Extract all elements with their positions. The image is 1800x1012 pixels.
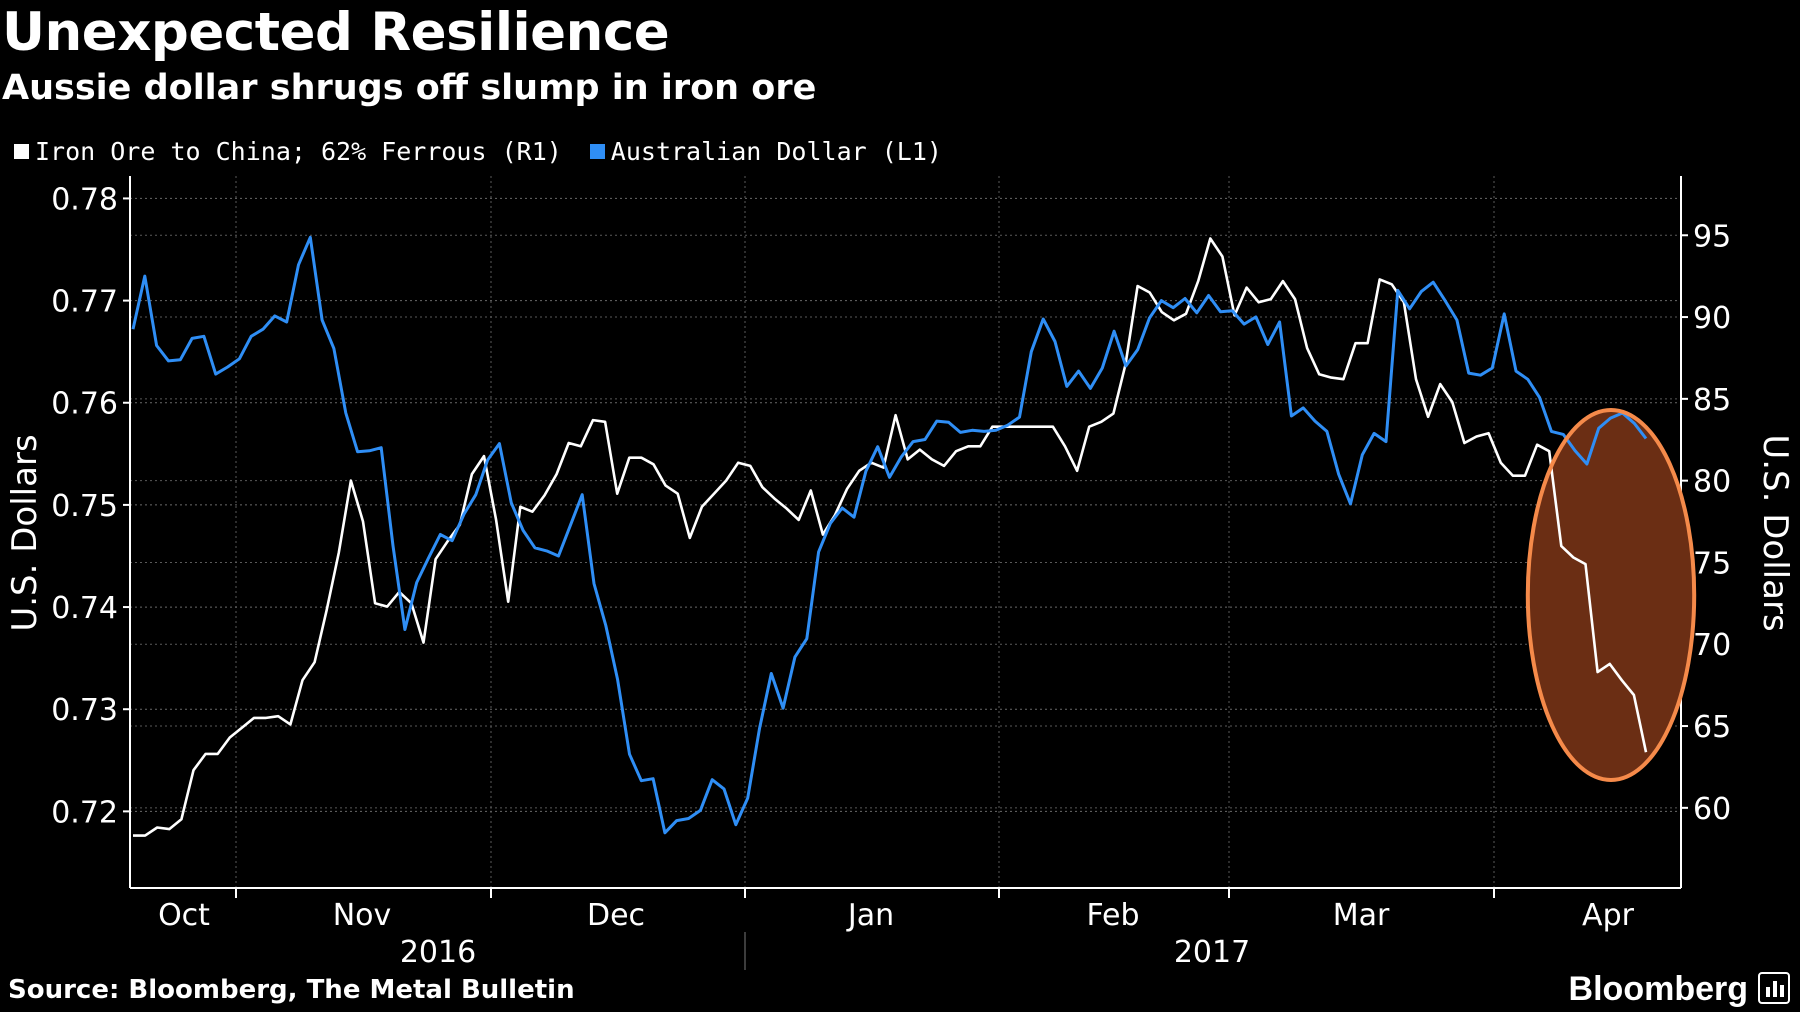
legend-item-iron-ore: Iron Ore to China; 62% Ferrous (R1) <box>14 137 562 166</box>
right-axis-title: U.S. Dollars <box>1755 434 1795 631</box>
left-tick-label: 0.77 <box>51 285 118 320</box>
chart-subtitle: Aussie dollar shrugs off slump in iron o… <box>2 68 817 108</box>
axis-layer: 0.78 0.77 0.76 0.75 0.74 0.73 0.72 95 90 85 80 75 70… <box>5 176 1795 970</box>
left-tick-label: 0.72 <box>51 795 118 830</box>
highlight-ellipse-fill <box>1527 410 1695 780</box>
month-label: Nov <box>333 898 392 933</box>
legend-swatch-aud <box>589 143 605 159</box>
source-note: Source: Bloomberg, The Metal Bulletin <box>8 975 575 1005</box>
right-tick-label: 95 <box>1693 219 1731 254</box>
grid-layer <box>130 176 1681 888</box>
bloomberg-bars-icon <box>1758 972 1790 1004</box>
year-label: 2017 <box>1174 935 1250 970</box>
series-line-aud <box>131 235 1648 835</box>
left-axis-title: U.S. Dollars <box>5 434 45 631</box>
legend-label-iron-ore: Iron Ore to China; 62% Ferrous (R1) <box>35 136 562 166</box>
right-tick-label: 60 <box>1693 792 1731 827</box>
legend: Iron Ore to China; 62% Ferrous (R1) Aust… <box>14 136 970 166</box>
legend-item-aud: Australian Dollar (L1) <box>589 136 942 166</box>
series-layer <box>131 235 1648 837</box>
left-tick-label: 0.74 <box>51 591 118 626</box>
left-tick-label: 0.75 <box>51 489 118 524</box>
highlight-ellipse-outline <box>1525 408 1697 782</box>
left-tick-label: 0.78 <box>51 182 118 217</box>
month-label: Feb <box>1086 898 1139 933</box>
legend-swatch-iron-ore <box>14 143 29 159</box>
legend-label-aud: Australian Dollar (L1) <box>610 136 942 166</box>
month-label: Dec <box>587 898 645 933</box>
right-tick-label: 90 <box>1693 301 1731 336</box>
month-label: Jan <box>846 898 894 933</box>
right-tick-label: 65 <box>1693 710 1731 745</box>
month-label: Oct <box>158 898 210 933</box>
chart-title: Unexpected Resilience <box>2 2 670 63</box>
right-tick-label: 75 <box>1693 546 1731 581</box>
brand-logo: Bloomberg <box>1568 970 1748 1008</box>
left-tick-label: 0.76 <box>51 387 118 422</box>
month-label: Mar <box>1333 898 1390 933</box>
right-tick-label: 70 <box>1693 628 1731 663</box>
right-tick-label: 80 <box>1693 465 1731 500</box>
series-line-iron-ore <box>133 237 1648 837</box>
highlight-outline-layer <box>1525 408 1697 782</box>
year-label: 2016 <box>400 935 476 970</box>
highlight-layer <box>1527 410 1695 780</box>
month-label: Apr <box>1582 898 1635 933</box>
right-tick-label: 85 <box>1693 383 1731 418</box>
left-tick-label: 0.73 <box>51 693 118 728</box>
